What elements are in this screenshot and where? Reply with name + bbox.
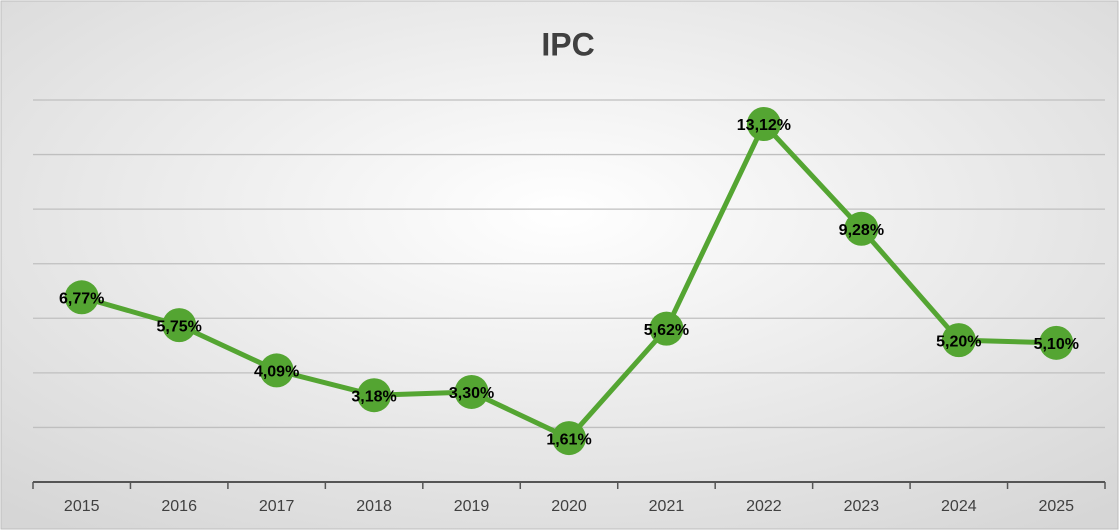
data-label: 9,28%	[839, 222, 884, 239]
x-tick-label: 2025	[1038, 498, 1074, 515]
data-label: 13,12%	[737, 117, 791, 134]
x-tick-label: 2018	[356, 498, 392, 515]
x-tick-label: 2015	[64, 498, 100, 515]
data-label: 3,30%	[449, 385, 494, 402]
data-label: 5,75%	[156, 318, 201, 335]
data-label: 5,10%	[1034, 336, 1079, 353]
marker	[162, 308, 197, 343]
chart-title: IPC	[541, 26, 594, 62]
x-tick-label: 2024	[941, 498, 977, 515]
marker	[552, 421, 586, 456]
x-tick-label: 2021	[649, 498, 685, 515]
marker	[649, 311, 684, 346]
marker	[64, 280, 99, 315]
data-label: 6,77%	[59, 290, 104, 307]
marker	[259, 353, 294, 388]
marker	[454, 374, 489, 409]
data-label: 5,20%	[936, 333, 981, 350]
x-tick-label: 2022	[746, 498, 782, 515]
x-tick-label: 2023	[844, 498, 880, 515]
x-tick-label: 2019	[454, 498, 490, 515]
marker	[941, 323, 976, 358]
marker	[746, 107, 781, 142]
data-label: 4,09%	[254, 364, 299, 381]
data-label: 1,61%	[546, 431, 591, 448]
x-tick-label: 2017	[259, 498, 295, 515]
marker	[844, 211, 879, 246]
x-tick-label: 2016	[161, 498, 197, 515]
marker	[357, 378, 392, 413]
marker	[1039, 325, 1074, 360]
data-label: 5,62%	[644, 322, 689, 339]
data-label: 3,18%	[351, 388, 396, 405]
x-tick-label: 2020	[551, 498, 587, 515]
